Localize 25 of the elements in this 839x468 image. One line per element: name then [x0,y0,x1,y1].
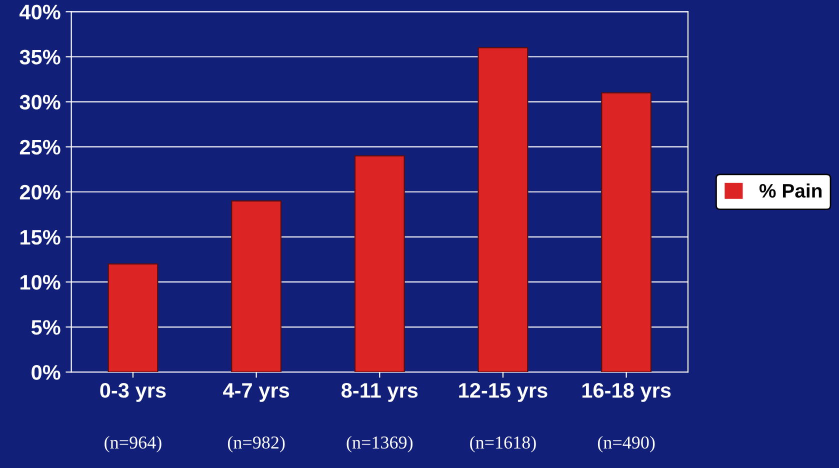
y-tick-label: 0% [32,365,60,380]
y-tick-label: 35% [20,50,60,65]
y-tick-label: 20% [20,184,60,200]
x-tick-label: 4-7 yrs [223,383,290,402]
y-tick-label: 15% [20,230,60,245]
y-tick-label: 10% [20,274,60,290]
x-tick-label: 12-15 yrs [459,383,548,402]
y-tick-label: 30% [20,94,60,110]
bar [231,200,282,372]
text: (n=1369) [346,436,413,452]
x-tick-label: 16-18 yrs [582,383,671,402]
y-tick-label: 25% [20,140,60,155]
x-tick-label: 8-11 yrs [342,383,418,402]
legend-label: % Pain [759,183,822,198]
y-tick-label: 40% [20,4,60,20]
text: (n=964) [104,436,162,452]
x-tick-label: 0-3 yrs [100,383,166,402]
text: (n=490) [598,436,655,452]
bar [354,155,405,372]
bar [478,47,528,372]
text: (n=1618) [470,436,536,452]
y-tick-label: 5% [31,320,60,335]
bar [108,263,158,372]
bar [601,92,652,372]
text: (n=982) [228,436,285,452]
